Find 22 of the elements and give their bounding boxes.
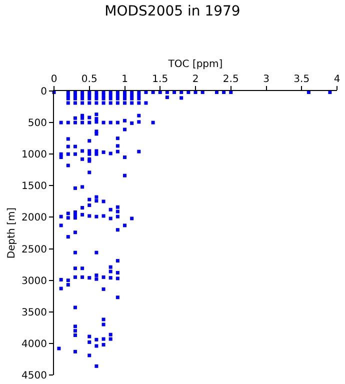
y-tick-label: 2000: [22, 212, 47, 224]
y-tick-label: 3500: [22, 307, 47, 318]
x-tick-label: 3.5: [294, 74, 310, 85]
x-axis-title: TOC [ppm]: [167, 59, 223, 70]
x-tick-label: 3: [263, 74, 270, 85]
y-axis-title: Depth [m]: [6, 207, 18, 259]
y-tick-label: 500: [28, 118, 47, 130]
y-tick-label: 0: [40, 86, 47, 98]
y-tick-label: 2500: [22, 244, 47, 256]
x-tick-label: 1: [122, 74, 128, 85]
x-tick-label: 0: [50, 74, 58, 85]
x-tick-label: 2.5: [222, 74, 239, 85]
y-tick-label: 4500: [22, 370, 47, 382]
y-tick-label: 1500: [22, 181, 47, 192]
y-tick-label: 1000: [22, 150, 47, 161]
y-tick-label: 3000: [22, 276, 47, 287]
x-tick-label: 1.5: [152, 74, 168, 85]
x-tick-label: 0.5: [81, 74, 98, 85]
y-tick-label: 4000: [22, 338, 47, 350]
x-tick-label: 2: [192, 74, 199, 85]
chart-title: MODS2005 in 1979: [104, 4, 240, 20]
x-tick-label: 4: [334, 74, 340, 85]
